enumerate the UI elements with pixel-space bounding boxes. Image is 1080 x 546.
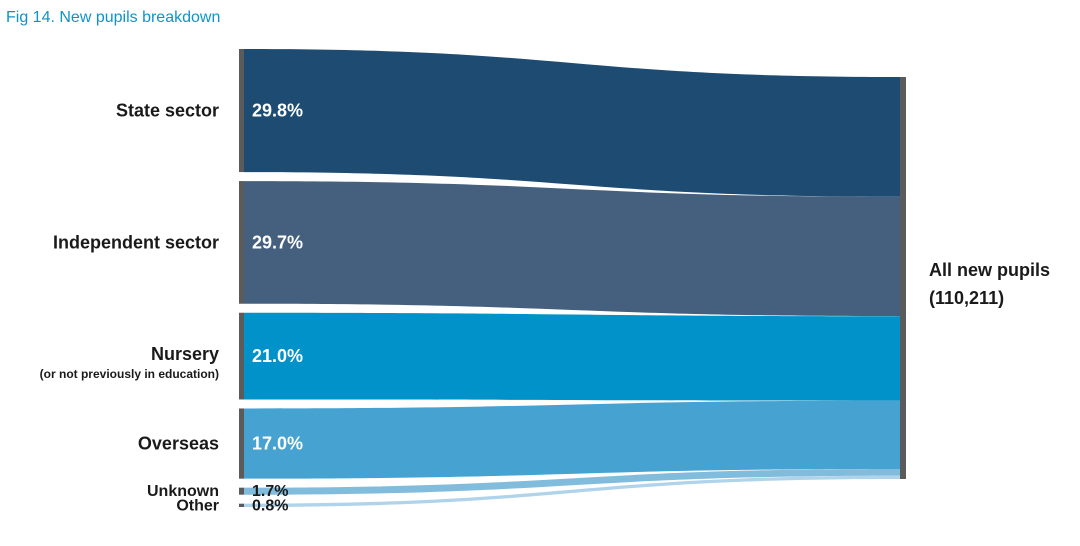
source-label-nursery: Nursery xyxy=(151,344,219,364)
source-sublabel-nursery: (or not previously in education) xyxy=(40,367,219,381)
node-bar-independent-sector xyxy=(239,181,244,304)
node-bar-unknown xyxy=(239,487,244,495)
node-bar-state-sector xyxy=(239,49,244,173)
value-label-unknown: 1.7% xyxy=(252,483,288,500)
node-bar-layer xyxy=(239,49,906,507)
flow-nursery xyxy=(244,312,900,401)
value-label-nursery: 21.0% xyxy=(252,346,303,366)
flow-unknown xyxy=(244,468,900,495)
source-label-overseas: Overseas xyxy=(138,434,219,454)
value-label-independent-sector: 29.7% xyxy=(252,232,303,252)
chart-title: Fig 14. New pupils breakdown xyxy=(6,9,221,26)
node-bar-all-new-pupils xyxy=(900,77,906,479)
value-label-overseas: 17.0% xyxy=(252,434,303,454)
source-label-independent-sector: Independent sector xyxy=(53,232,219,252)
flow-state-sector xyxy=(244,49,900,197)
target-node-label: All new pupils xyxy=(929,260,1050,280)
node-bar-nursery xyxy=(239,312,244,400)
source-label-unknown: Unknown xyxy=(147,483,219,500)
target-node-value: (110,211) xyxy=(929,288,1004,308)
node-bar-other xyxy=(239,503,244,507)
node-bar-overseas xyxy=(239,408,244,479)
flow-independent-sector xyxy=(244,181,900,317)
flow-overseas xyxy=(244,400,900,479)
source-label-state-sector: State sector xyxy=(116,101,219,121)
label-layer: State sector 29.8% Independent sector 29.7%… xyxy=(40,101,303,515)
value-label-state-sector: 29.8% xyxy=(252,101,303,121)
value-label-other: 0.8% xyxy=(252,497,288,514)
source-label-other: Other xyxy=(176,497,219,514)
flow-layer xyxy=(244,49,900,507)
flow-other xyxy=(244,475,900,507)
